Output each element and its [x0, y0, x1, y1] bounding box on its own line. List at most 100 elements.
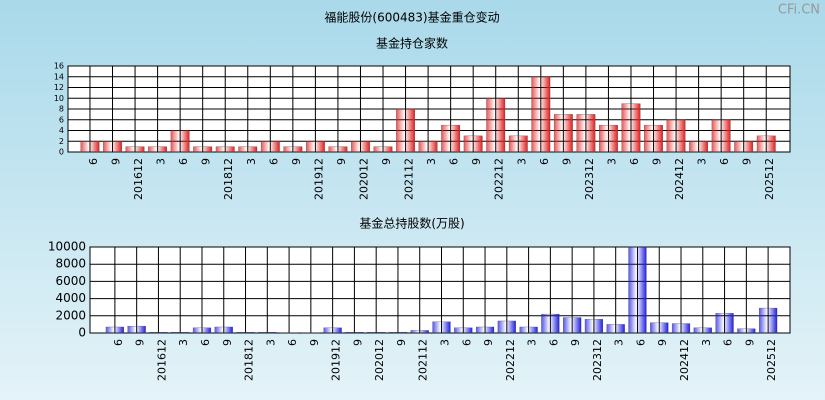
bar — [171, 331, 190, 334]
bar — [238, 146, 258, 153]
bar — [193, 146, 213, 153]
bar — [584, 319, 603, 334]
bar — [258, 331, 277, 334]
x-tick-label: 201612 — [132, 158, 145, 200]
x-tick-label: 202412 — [673, 158, 686, 200]
x-tick-label: 9 — [560, 158, 573, 165]
bar — [621, 103, 641, 153]
x-tick-label: 201612 — [155, 339, 168, 381]
x-tick-label: 6 — [112, 339, 125, 346]
x-tick-label: 202112 — [417, 339, 430, 381]
bar — [125, 146, 145, 153]
x-tick-label: 6 — [628, 158, 641, 165]
y-tick-label: 2000 — [55, 308, 86, 322]
y-tick-label: 6 — [59, 115, 64, 124]
x-tick-label: 3 — [177, 339, 190, 346]
bar — [283, 146, 303, 153]
x-tick-label: 9 — [110, 158, 123, 165]
y-tick-label: 16 — [54, 62, 64, 71]
bar — [666, 119, 686, 153]
x-tick-label: 202012 — [373, 339, 386, 381]
bar — [693, 327, 712, 334]
y-tick-label: 0 — [78, 326, 86, 340]
bar — [475, 326, 495, 334]
y-tick-label: 4 — [59, 126, 64, 135]
x-tick-label: 202412 — [678, 339, 691, 381]
x-tick-label: 202312 — [583, 158, 596, 200]
chart-title: 基金持仓家数 — [376, 36, 448, 51]
bar — [148, 146, 167, 153]
bar — [628, 246, 647, 334]
x-tick-label: 6 — [286, 339, 299, 346]
x-tick-label: 3 — [696, 158, 709, 165]
x-tick-label: 9 — [308, 339, 321, 346]
x-tick-label: 6 — [87, 158, 100, 165]
x-tick-label: 9 — [221, 339, 234, 346]
y-tick-label: 8 — [59, 105, 64, 114]
bar — [734, 141, 754, 153]
bar — [759, 307, 778, 334]
x-tick-label: 3 — [439, 339, 452, 346]
x-tick-label: 3 — [245, 158, 258, 165]
x-tick-label: 9 — [743, 339, 756, 346]
bar — [305, 141, 325, 153]
bar — [410, 330, 429, 334]
x-tick-label: 9 — [290, 158, 303, 165]
x-tick-label: 6 — [634, 339, 647, 346]
x-tick-label: 201912 — [330, 339, 343, 381]
x-tick-label: 202512 — [763, 158, 776, 200]
bar — [236, 331, 255, 334]
x-tick-label: 202512 — [765, 339, 778, 381]
bar — [606, 324, 625, 334]
bar — [149, 331, 168, 334]
x-tick-label: 9 — [380, 158, 393, 165]
x-tick-label: 202012 — [357, 158, 370, 200]
x-tick-label: 9 — [569, 339, 582, 346]
bar — [531, 76, 551, 153]
y-tick-label: 0 — [59, 148, 64, 157]
x-tick-label: 201812 — [243, 339, 256, 381]
x-tick-label: 202312 — [591, 339, 604, 381]
x-tick-label: 9 — [651, 158, 664, 165]
bar — [432, 321, 451, 334]
y-tick-label: 10000 — [48, 240, 86, 254]
x-tick-label: 202112 — [403, 158, 416, 200]
bar — [323, 327, 342, 334]
x-tick-label: 3 — [700, 339, 713, 346]
x-tick-label: 9 — [351, 339, 364, 346]
bar — [105, 326, 124, 334]
bar — [103, 141, 122, 153]
y-tick-label: 8000 — [55, 257, 86, 271]
bar — [650, 322, 669, 334]
bar — [715, 313, 734, 334]
bar — [80, 141, 100, 153]
bar — [351, 141, 370, 153]
x-tick-label: 9 — [335, 158, 348, 165]
x-tick-label: 9 — [656, 339, 669, 346]
bar — [497, 320, 516, 334]
bar — [508, 135, 528, 153]
x-tick-label: 201812 — [222, 158, 235, 200]
x-tick-label: 6 — [448, 158, 461, 165]
bar — [737, 328, 756, 334]
x-tick-label: 3 — [264, 339, 277, 346]
y-tick-label: 10 — [54, 94, 64, 103]
x-tick-label: 6 — [547, 339, 560, 346]
x-tick-label: 3 — [613, 339, 626, 346]
x-tick-label: 3 — [425, 158, 438, 165]
x-tick-label: 9 — [741, 158, 754, 165]
page-title: 福能股份(600483)基金重仓变动 — [324, 10, 499, 25]
bar — [599, 124, 618, 153]
bar — [373, 146, 393, 153]
x-tick-label: 201912 — [312, 158, 325, 200]
bar — [328, 146, 348, 153]
x-tick-label: 202212 — [504, 339, 517, 381]
bar — [689, 141, 708, 153]
x-tick-label: 3 — [526, 339, 539, 346]
x-tick-label: 6 — [718, 158, 731, 165]
bar — [396, 108, 415, 153]
bar — [519, 326, 538, 334]
x-tick-label: 3 — [515, 158, 528, 165]
bar — [127, 325, 146, 334]
